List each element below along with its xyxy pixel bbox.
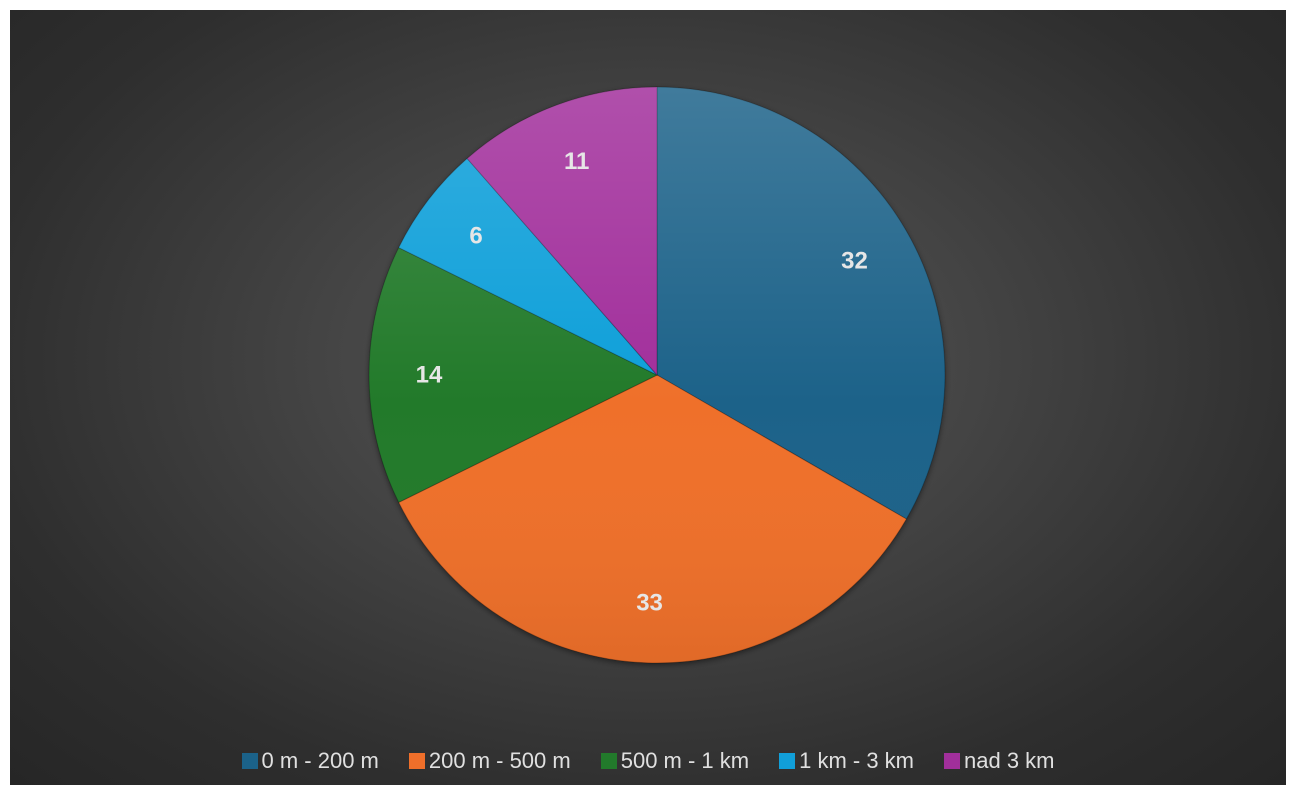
pie-slices (369, 87, 945, 663)
legend-item-1[interactable]: 0 m - 200 m (242, 748, 379, 774)
data-label-3: 14 (416, 362, 443, 389)
data-label-2: 33 (636, 589, 663, 616)
legend-label: 1 km - 3 km (799, 748, 914, 774)
legend-item-4[interactable]: 1 km - 3 km (779, 748, 914, 774)
legend-swatch (242, 753, 258, 769)
legend-item-5[interactable]: nad 3 km (944, 748, 1055, 774)
chart-legend: 0 m - 200 m 200 m - 500 m 500 m - 1 km 1 km… (10, 748, 1286, 774)
data-label-4: 6 (469, 223, 482, 250)
legend-swatch (779, 753, 795, 769)
data-label-1: 32 (841, 248, 868, 275)
legend-swatch (601, 753, 617, 769)
legend-swatch (409, 753, 425, 769)
data-label-5: 11 (564, 148, 589, 175)
pie-chart: 32 33 14 6 11 (10, 10, 1286, 785)
legend-item-2[interactable]: 200 m - 500 m (409, 748, 571, 774)
legend-label: 500 m - 1 km (621, 748, 749, 774)
legend-label: 200 m - 500 m (429, 748, 571, 774)
chart-area: 32 33 14 6 11 0 m - 200 m 200 m - 500 m 500 m … (10, 10, 1286, 785)
legend-item-3[interactable]: 500 m - 1 km (601, 748, 749, 774)
legend-label: nad 3 km (964, 748, 1055, 774)
legend-label: 0 m - 200 m (262, 748, 379, 774)
legend-swatch (944, 753, 960, 769)
